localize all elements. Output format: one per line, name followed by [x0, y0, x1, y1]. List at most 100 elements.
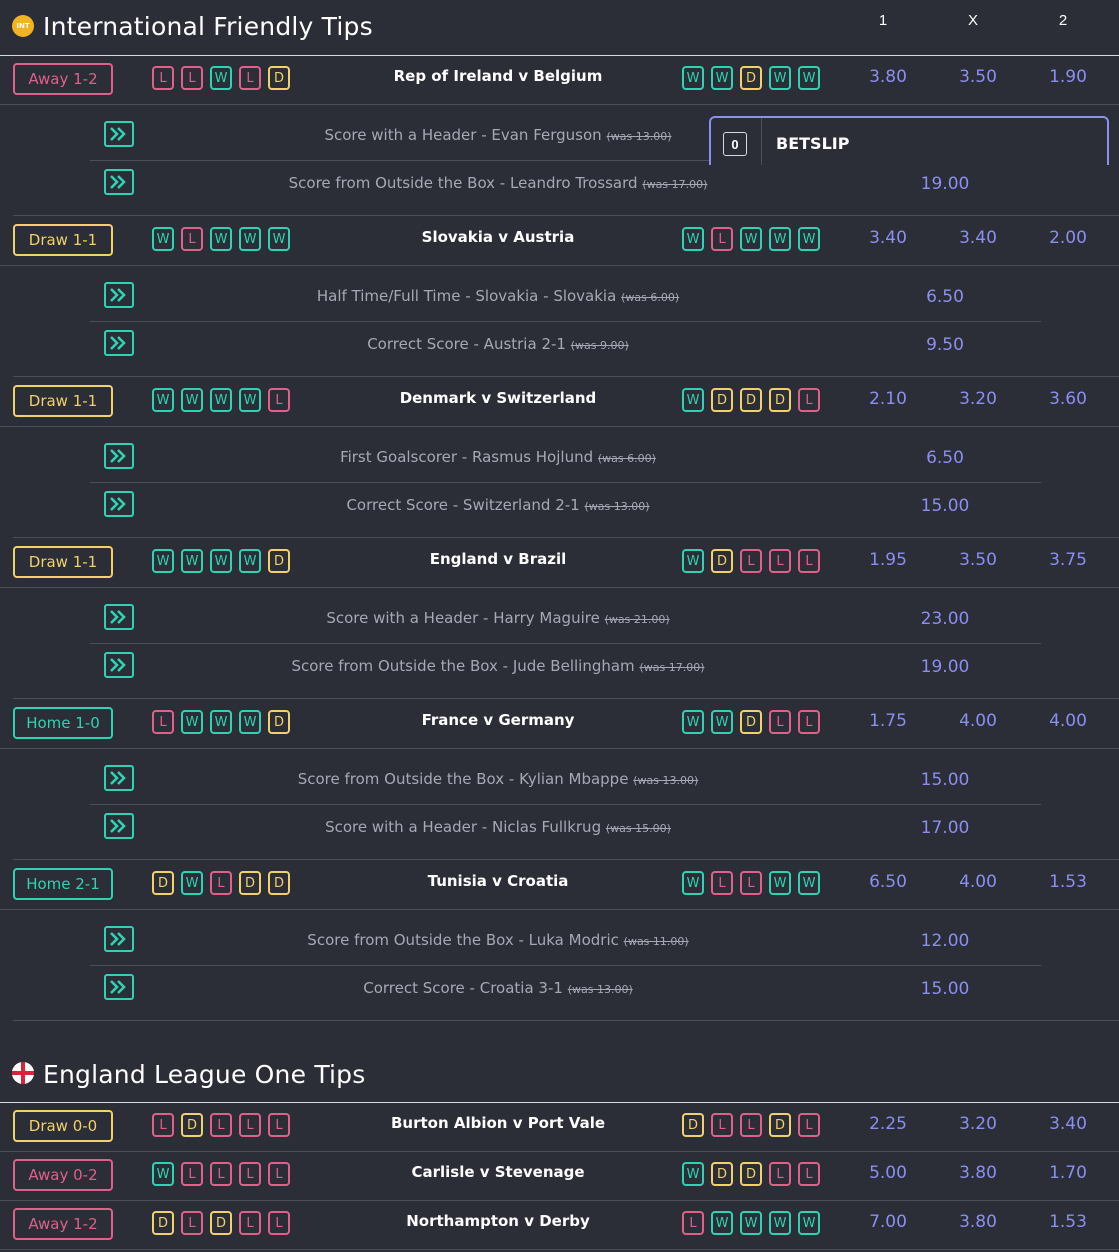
add-to-betslip-button[interactable] [104, 169, 134, 195]
tip-odds[interactable]: 6.50 [926, 448, 964, 468]
odds-draw[interactable]: 3.80 [959, 1212, 997, 1232]
odds-draw[interactable]: 3.80 [959, 1163, 997, 1183]
odds-draw[interactable]: 3.20 [959, 389, 997, 409]
odds-away[interactable]: 3.60 [1049, 389, 1087, 409]
prediction-badge[interactable]: Home 1-0 [13, 707, 113, 739]
tip-odds[interactable]: 6.50 [926, 287, 964, 307]
prediction-badge[interactable]: Draw 1-1 [13, 546, 113, 578]
match-row[interactable]: Draw 1-1 W W W W D England v Brazil W D L L L 1.95 3.… [0, 538, 1119, 588]
add-to-betslip-button[interactable] [104, 282, 134, 308]
tip-odds[interactable]: 17.00 [920, 818, 970, 838]
form-badge-l: L [210, 1113, 232, 1137]
match-row[interactable]: Draw 0-0 L D L L L Burton Albion v Port Vale D L… [0, 1102, 1119, 1152]
match-row[interactable]: Draw 1-1 W L W W W Slovakia v Austria W L W W W 3.40… [0, 216, 1119, 266]
odds-draw[interactable]: 3.40 [959, 228, 997, 248]
odds-home[interactable]: 7.00 [869, 1212, 907, 1232]
prediction-badge[interactable]: Home 2-1 [13, 868, 113, 900]
match-teams[interactable]: England v Brazil [429, 550, 567, 568]
match-row[interactable]: Home 1-0 L W W W D France v Germany W W D L L 1.75 4.… [0, 699, 1119, 749]
match-teams[interactable]: Carlisle v Stevenage [411, 1163, 585, 1181]
add-to-betslip-button[interactable] [104, 330, 134, 356]
odds-away[interactable]: 1.53 [1049, 1212, 1087, 1232]
odds-home[interactable]: 1.95 [869, 550, 907, 570]
odds-home[interactable]: 3.40 [869, 228, 907, 248]
match-row[interactable]: Draw 1-1 W W W W L Denmark v Switzerland W D D D L 2… [0, 377, 1119, 427]
match-row[interactable]: Away 1-2 D L D L L Northampton v Derby L W W W W 7.0… [0, 1200, 1119, 1250]
match-teams[interactable]: Tunisia v Croatia [427, 872, 569, 890]
match-teams[interactable]: Rep of Ireland v Belgium [393, 67, 603, 85]
tip-odds[interactable]: 15.00 [920, 496, 970, 516]
tip-label: First Goalscorer - Rasmus Hojlund [340, 448, 594, 466]
betslip-label[interactable]: BETSLIP [776, 134, 850, 153]
match-teams[interactable]: Northampton v Derby [406, 1212, 590, 1230]
odds-away[interactable]: 3.75 [1049, 550, 1087, 570]
form-badge-w: W [740, 1211, 762, 1235]
add-to-betslip-button[interactable] [104, 491, 134, 517]
odds-home[interactable]: 6.50 [869, 872, 907, 892]
add-to-betslip-button[interactable] [104, 604, 134, 630]
prediction-badge[interactable]: Draw 1-1 [13, 385, 113, 417]
prediction-badge[interactable]: Away 1-2 [13, 63, 113, 95]
odds-draw[interactable]: 3.20 [959, 1114, 997, 1134]
tip-odds[interactable]: 19.00 [920, 174, 970, 194]
odds-away[interactable]: 1.53 [1049, 872, 1087, 892]
betslip-panel[interactable]: 0 BETSLIP [709, 116, 1109, 165]
odds-draw[interactable]: 3.50 [959, 67, 997, 87]
tip-odds[interactable]: 9.50 [926, 335, 964, 355]
form-badge-d: D [740, 1162, 762, 1186]
form-badge-l: L [210, 1162, 232, 1186]
add-to-betslip-button[interactable] [104, 443, 134, 469]
match-row[interactable]: Away 1-2 L L W L D Rep of Ireland v Belgium W W D… [0, 55, 1119, 105]
add-to-betslip-button[interactable] [104, 121, 134, 147]
odds-away[interactable]: 3.40 [1049, 1114, 1087, 1134]
match-row[interactable]: Home 2-1 D W L D D Tunisia v Croatia W L L W W 6.50 4… [0, 860, 1119, 910]
double-chevron-right-icon [110, 771, 126, 785]
add-to-betslip-button[interactable] [104, 974, 134, 1000]
odds-draw[interactable]: 3.50 [959, 550, 997, 570]
match-teams[interactable]: Slovakia v Austria [421, 228, 575, 246]
add-to-betslip-button[interactable] [104, 652, 134, 678]
odds-home[interactable]: 2.10 [869, 389, 907, 409]
tip-odds[interactable]: 15.00 [920, 770, 970, 790]
form-badge-w: W [181, 388, 203, 412]
odds-away[interactable]: 1.70 [1049, 1163, 1087, 1183]
form-badge-l: L [798, 1162, 820, 1186]
match-teams[interactable]: France v Germany [421, 711, 575, 729]
odds-home[interactable]: 3.80 [869, 67, 907, 87]
tip-description: First Goalscorer - Rasmus Hojlund (was 6… [90, 448, 906, 466]
tip-odds[interactable]: 19.00 [920, 657, 970, 677]
prediction-badge[interactable]: Away 1-2 [13, 1208, 113, 1240]
double-chevron-right-icon [110, 610, 126, 624]
group-divider [13, 376, 1119, 377]
odds-away[interactable]: 2.00 [1049, 228, 1087, 248]
odds-draw[interactable]: 4.00 [959, 711, 997, 731]
odds-away[interactable]: 4.00 [1049, 711, 1087, 731]
double-chevron-right-icon [110, 497, 126, 511]
odds-home[interactable]: 1.75 [869, 711, 907, 731]
tip-odds[interactable]: 15.00 [920, 979, 970, 999]
add-to-betslip-button[interactable] [104, 926, 134, 952]
form-badge-d: D [268, 871, 290, 895]
add-to-betslip-button[interactable] [104, 813, 134, 839]
form-badge-w: W [210, 710, 232, 734]
previous-odds: (was 13.00) [606, 130, 672, 143]
prediction-badge[interactable]: Draw 1-1 [13, 224, 113, 256]
odds-home[interactable]: 5.00 [869, 1163, 907, 1183]
match-teams[interactable]: Denmark v Switzerland [399, 389, 597, 407]
form-badge-l: L [181, 227, 203, 251]
match-teams[interactable]: Burton Albion v Port Vale [390, 1114, 606, 1132]
prediction-badge[interactable]: Draw 0-0 [13, 1110, 113, 1142]
add-to-betslip-button[interactable] [104, 765, 134, 791]
odds-draw[interactable]: 4.00 [959, 872, 997, 892]
group-divider [13, 1020, 1119, 1021]
odds-away[interactable]: 1.90 [1049, 67, 1087, 87]
tip-description: Score from Outside the Box - Kylian Mbap… [90, 770, 906, 788]
prediction-badge[interactable]: Away 0-2 [13, 1159, 113, 1191]
tip-odds[interactable]: 12.00 [920, 931, 970, 951]
odds-home[interactable]: 2.25 [869, 1114, 907, 1134]
tip-row: Score from Outside the Box - Jude Bellin… [90, 643, 1041, 691]
tip-odds[interactable]: 23.00 [920, 609, 970, 629]
match-row[interactable]: Away 0-2 W L L L L Carlisle v Stevenage W D D L L 5.… [0, 1151, 1119, 1201]
tip-row: Score from Outside the Box - Luka Modric… [90, 917, 1041, 966]
